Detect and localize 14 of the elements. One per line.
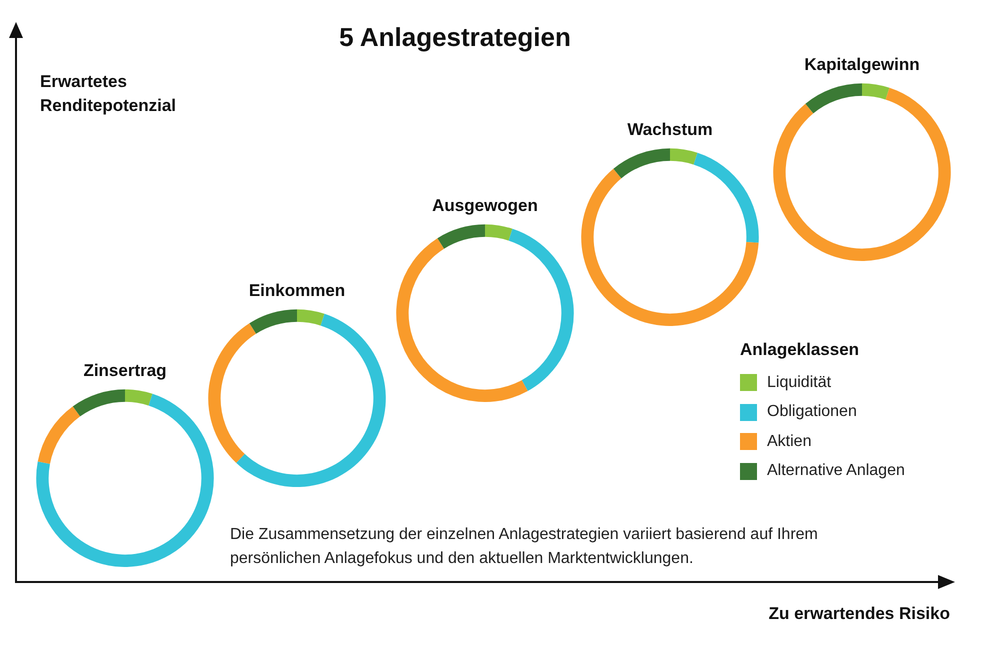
text: Erwartetes Renditepotenzial [40,71,178,117]
chart-title: Einkommen [248,280,346,300]
chart-title: Ausgewogen [432,196,538,215]
legend-label: Liquidität [767,374,832,392]
legend-label: Aktien [767,432,812,451]
text: 5 Anlagestrategien [338,22,572,53]
legend-label: Obligationen [767,403,857,422]
legend-title: Anlageklassen [740,340,860,360]
text: Die Zusammensetzung der einzelnen Anlagestrategien variiert basierend auf Ihrem persönlichen Anlagefokus und den aktuellen Marktentwicklungen. [230,525,819,569]
chart-title: Kapitalgewinn [804,54,920,74]
legend-label: Alternative Anlagen [767,462,905,480]
text: Zu erwartendes Risiko [768,604,950,624]
chart-title: Wachstum [627,120,713,139]
chart-title: Zinsertrag [83,360,167,380]
